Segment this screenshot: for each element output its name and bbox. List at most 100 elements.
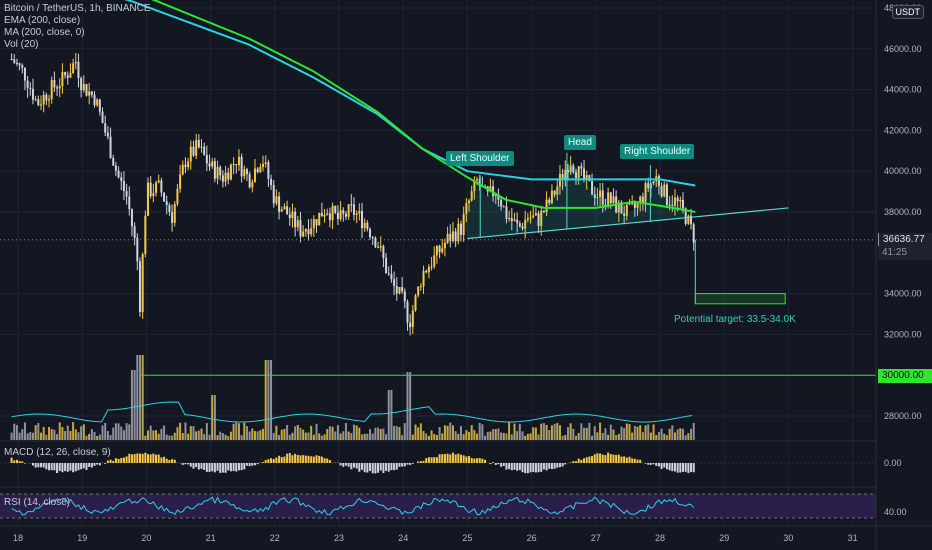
volume-bar [601, 432, 604, 440]
macd-bar [403, 463, 406, 467]
macd-bar [286, 453, 289, 463]
macd-bar [427, 457, 430, 463]
volume-bar [564, 434, 567, 440]
candle-body [524, 219, 527, 229]
volume-bar [286, 424, 289, 440]
macd-bar [53, 463, 56, 471]
candle-body [224, 172, 227, 182]
candle-body [221, 175, 224, 182]
macd-bar [591, 456, 594, 463]
macd-bar [609, 454, 612, 463]
macd-bar [72, 463, 75, 473]
volume-bar [355, 425, 358, 440]
candle-body [575, 172, 578, 178]
volume-bar [138, 355, 141, 440]
candle-body [262, 163, 265, 167]
head-label: Head [564, 135, 596, 150]
price-tick-42000.00: 42000.00 [884, 125, 922, 135]
candle-body [625, 204, 628, 216]
candle-body [347, 204, 350, 217]
symbol-title[interactable]: Bitcoin / TetherUS, 1h, BINANCE [4, 3, 151, 14]
volume-bar [77, 432, 80, 440]
time-tick-19: 19 [77, 533, 87, 543]
volume-bar [288, 434, 291, 440]
macd-bar [56, 463, 59, 474]
macd-label[interactable]: MACD (12, 26, close, 9) [4, 447, 111, 458]
volume-bar [358, 427, 361, 440]
macd-bar [13, 460, 16, 463]
candle-body [34, 99, 37, 101]
currency-badge[interactable]: USDT [891, 5, 924, 19]
volume-bar [684, 435, 687, 440]
macd-bar [620, 456, 623, 463]
macd-bar [382, 463, 385, 473]
volume-bar [299, 427, 302, 440]
volume-bar [644, 425, 647, 440]
volume-bar [34, 425, 37, 440]
time-tick-26: 26 [527, 533, 537, 543]
candle-body [513, 219, 516, 221]
volume-bar [278, 435, 281, 440]
candle-body [564, 169, 567, 180]
candle-body [526, 218, 529, 220]
macd-bar [104, 463, 107, 464]
candle-body [187, 161, 190, 168]
candle-body [438, 245, 441, 253]
macd-bar [462, 455, 465, 463]
macd-bar [187, 463, 190, 465]
candle-body [494, 194, 497, 197]
macd-bar [264, 460, 267, 463]
volume-bar [414, 424, 417, 440]
volume-bar [291, 432, 294, 440]
volume-bar [371, 433, 374, 440]
time-tick-24: 24 [398, 533, 408, 543]
macd-bar [655, 463, 658, 466]
volume-bar [96, 435, 99, 440]
macd-bar [406, 463, 409, 465]
volume-bar [623, 428, 626, 440]
macd-bar [278, 455, 281, 463]
volume-bar [15, 425, 18, 440]
rsi-tick: 40.00 [884, 507, 907, 517]
volume-bar [149, 425, 152, 440]
volume-bar [615, 435, 618, 440]
candle-body [566, 169, 569, 173]
ma-legend[interactable]: MA (200, close, 0) [4, 27, 85, 38]
candle-body [449, 233, 452, 241]
candle-body [377, 247, 380, 249]
volume-bar [90, 429, 93, 440]
volume-bar [136, 355, 139, 440]
candle-body [93, 94, 96, 106]
macd-bar [575, 461, 578, 463]
macd-bar [296, 454, 299, 463]
macd-bar [679, 463, 682, 473]
macd-bar [37, 463, 40, 468]
macd-bar [390, 463, 393, 471]
candle-body [299, 220, 302, 237]
ema-legend[interactable]: EMA (200, close) [4, 15, 81, 26]
candle-body [109, 136, 112, 158]
vol-legend[interactable]: Vol (20) [4, 39, 39, 50]
candle-body [310, 228, 313, 235]
macd-bar [315, 455, 318, 463]
volume-bar [256, 431, 259, 440]
candle-body [684, 208, 687, 224]
macd-bar [449, 454, 452, 463]
candle-body [176, 188, 179, 204]
macd-bar [660, 463, 663, 470]
neckline [467, 207, 789, 240]
candle-body [671, 204, 674, 206]
macd-bar [673, 463, 676, 472]
macd-bar [130, 454, 133, 463]
candle-body [195, 140, 198, 156]
candle-body [459, 223, 462, 235]
candle-body [31, 88, 34, 100]
rsi-label[interactable]: RSI (14, close) [4, 497, 71, 508]
volume-bar [580, 423, 583, 440]
macd-bar [612, 454, 615, 463]
volume-bar [599, 422, 602, 440]
candle-body [398, 287, 401, 294]
volume-bar [673, 432, 676, 440]
macd-bar [366, 463, 369, 473]
